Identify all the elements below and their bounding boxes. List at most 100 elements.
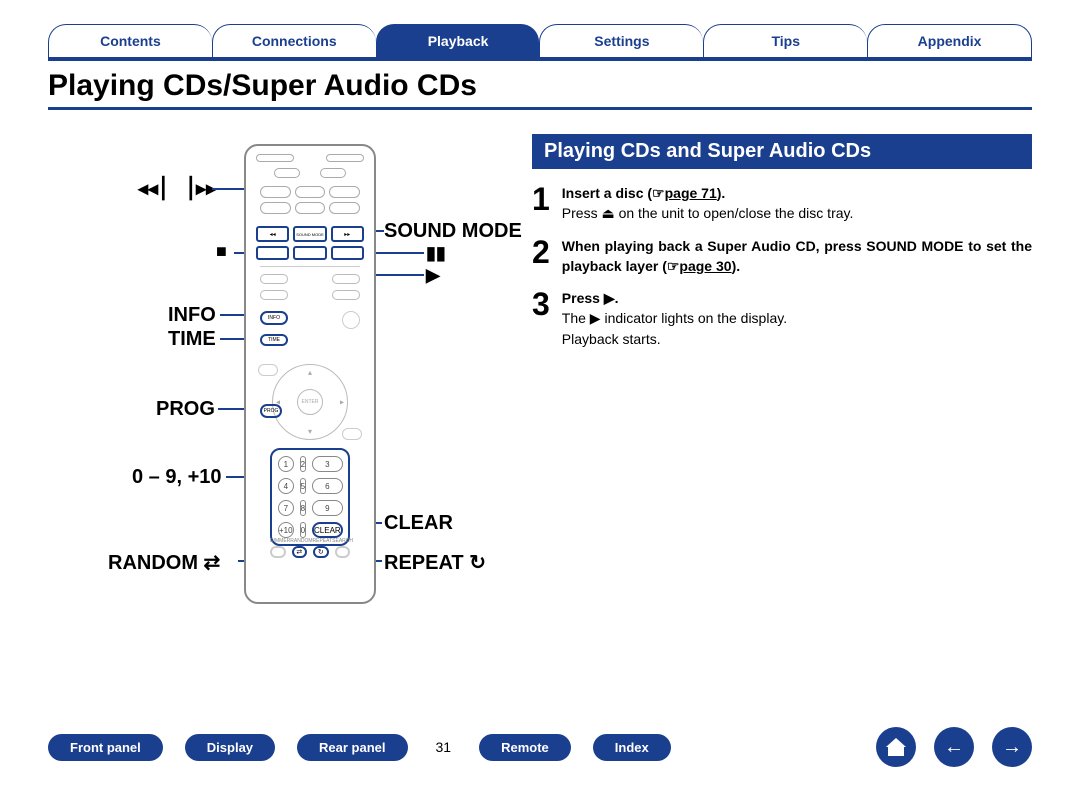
callout-time: TIME: [168, 328, 216, 351]
callout-prog: PROG: [156, 398, 215, 421]
tab-contents[interactable]: Contents: [48, 24, 212, 58]
callout-repeat-text: REPEAT ↻: [384, 552, 486, 574]
callout-sound-mode: SOUND MODE: [384, 220, 522, 243]
nav-front-panel[interactable]: Front panel: [48, 734, 163, 761]
step-3-title: Press ▶.: [562, 290, 619, 306]
mute-button: [342, 311, 360, 329]
page-title: Playing CDs/Super Audio CDs: [48, 69, 1032, 103]
remote-outline: ◂◂ SOUND MODE ▸▸: [244, 144, 376, 604]
source-grid: [260, 186, 360, 214]
repeat-button: ↻: [313, 546, 329, 558]
nav-icons: ← →: [876, 727, 1032, 767]
sound-mode-button: SOUND MODE: [293, 226, 326, 242]
section-heading: Playing CDs and Super Audio CDs: [532, 134, 1032, 169]
callout-random-text: RANDOM ⇄: [108, 552, 220, 574]
callout-play: ▶: [426, 264, 440, 287]
step-2-title: When playing back a Super Audio CD, pres…: [562, 238, 1032, 274]
pause-button: [331, 246, 364, 260]
play-button: [293, 246, 326, 260]
home-icon: [886, 738, 906, 756]
side-row-1: [260, 274, 360, 284]
net-select: [320, 168, 346, 178]
step-2-number: 2: [532, 236, 550, 268]
stop-icon: ■: [216, 241, 227, 261]
callout-pause: ▮▮: [426, 242, 446, 265]
link-page-30[interactable]: page 30: [679, 258, 731, 274]
step-1-number: 1: [532, 183, 550, 215]
callout-random: RANDOM ⇄: [108, 550, 220, 575]
key-8: 8: [300, 500, 306, 516]
label-search: SEARCH: [332, 538, 353, 544]
dpad: ▴ ▾ ◂ ▸ ENTER: [272, 364, 348, 440]
search-button: [335, 546, 351, 558]
next-page-button[interactable]: →: [992, 727, 1032, 767]
key-0: 0: [300, 522, 306, 538]
callout-clear: CLEAR: [384, 512, 453, 535]
key-5: 5: [300, 478, 306, 494]
label-dimmer: DIMMER: [270, 538, 290, 544]
remote-top-row: [256, 154, 364, 162]
prev-track-icon: ◂◂⎮: [138, 178, 169, 200]
callout-digits: 0 – 9, +10: [132, 466, 222, 489]
label-random: RANDOM: [290, 538, 312, 544]
link-page-71[interactable]: page 71: [665, 185, 717, 201]
numeric-keypad: 1 2 3 4 5 6 7 8 9 +10 0 CLEAR: [270, 448, 350, 546]
key-9: 9: [312, 500, 343, 516]
arrow-left-icon: ←: [944, 736, 964, 759]
prev-page-button[interactable]: ←: [934, 727, 974, 767]
prog-button: PROG: [260, 404, 282, 418]
key-plus10: +10: [278, 522, 294, 538]
step-1-title: Insert a disc (☞page 71).: [562, 185, 726, 201]
leader-pause: [368, 252, 424, 254]
bottom-nav: Front panel Display Rear panel 31 Remote…: [0, 727, 1080, 767]
pause-icon: ▮▮: [426, 243, 446, 263]
time-button: TIME: [260, 334, 288, 346]
tab-appendix[interactable]: Appendix: [867, 24, 1032, 58]
enter-button: ENTER: [297, 389, 323, 415]
right-column: Playing CDs and Super Audio CDs 1 Insert…: [532, 134, 1032, 674]
label-repeat: REPEAT: [313, 538, 333, 544]
remote-top-row2: [274, 168, 346, 178]
main-area: ◂◂⎮ ⎮▸▸ SOUND MODE ▮▮ ▶ ■ INFO TIME PROG…: [48, 134, 1032, 674]
tabs-underline: [48, 58, 1032, 61]
random-button: ⇄: [292, 546, 308, 558]
next-button: ▸▸: [331, 226, 364, 242]
tab-connections[interactable]: Connections: [212, 24, 376, 58]
tab-settings[interactable]: Settings: [539, 24, 703, 58]
dimmer-button: [270, 546, 286, 558]
random-repeat-row: ⇄ ↻: [270, 546, 350, 558]
steps-list: 1 Insert a disc (☞page 71). Press ⏏ on t…: [532, 183, 1032, 349]
key-3: 3: [312, 456, 343, 472]
transport-row-2: [256, 246, 364, 260]
page-number: 31: [436, 739, 452, 755]
arrow-right-icon: →: [1002, 736, 1022, 759]
step-2: 2 When playing back a Super Audio CD, pr…: [532, 236, 1032, 277]
step-3-line-1: The ▶ indicator lights on the display.: [562, 310, 787, 326]
play-icon: ▶: [426, 265, 440, 285]
callout-skip: ◂◂⎮ ⎮▸▸: [138, 176, 216, 201]
step-1: 1 Insert a disc (☞page 71). Press ⏏ on t…: [532, 183, 1032, 224]
info-button: INFO: [260, 311, 288, 325]
step-1-bullet: Press ⏏ on the unit to open/close the di…: [562, 205, 854, 221]
stop-button: [256, 246, 289, 260]
callout-repeat: REPEAT ↻: [384, 550, 486, 575]
tab-tips[interactable]: Tips: [703, 24, 867, 58]
key-6: 6: [312, 478, 343, 494]
key-1: 1: [278, 456, 294, 472]
nav-display[interactable]: Display: [185, 734, 275, 761]
step-3-number: 3: [532, 288, 550, 320]
key-2: 2: [300, 456, 306, 472]
amp-power-button: [326, 154, 364, 162]
step-3: 3 Press ▶. The ▶ indicator lights on the…: [532, 288, 1032, 349]
key-clear: CLEAR: [312, 522, 343, 538]
nav-remote[interactable]: Remote: [479, 734, 571, 761]
callout-info: INFO: [168, 304, 216, 327]
callout-stop: ■: [216, 240, 227, 263]
nav-index[interactable]: Index: [593, 734, 671, 761]
title-underline: [48, 107, 1032, 110]
home-nav-button[interactable]: [876, 727, 916, 767]
nav-rear-panel[interactable]: Rear panel: [297, 734, 407, 761]
prev-button: ◂◂: [256, 226, 289, 242]
key-4: 4: [278, 478, 294, 494]
tab-playback[interactable]: Playback: [376, 24, 540, 58]
